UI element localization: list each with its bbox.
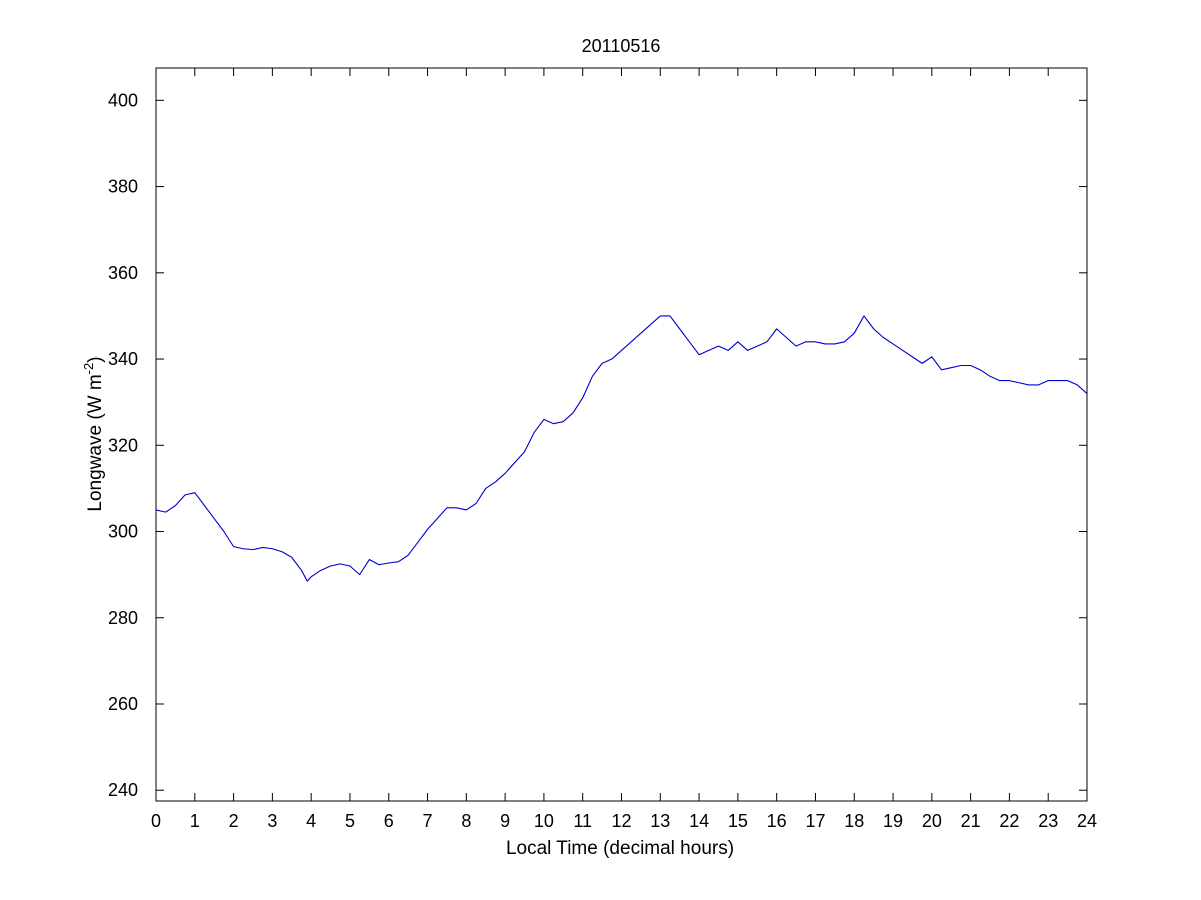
- x-tick-label-3: 3: [267, 811, 277, 831]
- x-tick-label-9: 9: [500, 811, 510, 831]
- x-axis-ticks: 0 1 2 3 4 5 6 7 8 9 10 11 12 13 14 15 16 17 18 19 20 21 22 23 24: [151, 68, 1097, 831]
- y-axis-label-text: Longwave (W m: [85, 374, 106, 511]
- x-tick-label-24: 24: [1077, 811, 1097, 831]
- x-tick-label-11: 11: [573, 811, 592, 831]
- y-tick-label-4: 320: [108, 435, 138, 455]
- longwave-series-line: [155, 315, 1088, 582]
- x-tick-label-17: 17: [805, 811, 825, 831]
- x-tick-label-15: 15: [728, 811, 748, 831]
- x-tick-label-18: 18: [844, 811, 864, 831]
- x-tick-label-13: 13: [650, 811, 670, 831]
- y-tick-label-7: 380: [108, 177, 138, 197]
- x-axis-label: Local Time (decimal hours): [506, 838, 734, 859]
- x-tick-label-12: 12: [611, 811, 631, 831]
- x-tick-label-8: 8: [461, 811, 471, 831]
- x-tick-label-20: 20: [922, 811, 942, 831]
- y-axis-label-exponent: -2: [81, 363, 96, 375]
- x-tick-label-1: 1: [190, 811, 200, 831]
- x-tick-label-23: 23: [1038, 811, 1058, 831]
- x-tick-label-7: 7: [423, 811, 433, 831]
- x-tick-label-6: 6: [384, 811, 394, 831]
- x-tick-label-0: 0: [151, 811, 161, 831]
- y-tick-label-5: 340: [108, 349, 138, 369]
- x-tick-label-19: 19: [883, 811, 903, 831]
- x-tick-label-21: 21: [961, 811, 981, 831]
- x-tick-label-4: 4: [306, 811, 316, 831]
- x-tick-label-10: 10: [534, 811, 554, 831]
- chart-title: 20110516: [582, 36, 661, 56]
- y-axis-label-close: ): [85, 356, 106, 362]
- y-tick-label-1: 260: [108, 694, 138, 714]
- y-axis-ticks: 240 260 280 300 320 340 360 380 400: [108, 90, 1087, 800]
- x-tick-label-22: 22: [999, 811, 1019, 831]
- x-tick-label-14: 14: [689, 811, 709, 831]
- y-tick-label-6: 360: [108, 263, 138, 283]
- x-tick-label-5: 5: [345, 811, 355, 831]
- y-tick-label-8: 400: [108, 90, 138, 110]
- y-tick-label-2: 280: [108, 608, 138, 628]
- y-tick-label-0: 240: [108, 780, 138, 800]
- x-tick-label-16: 16: [767, 811, 787, 831]
- plot-area: [155, 67, 1088, 802]
- y-tick-label-3: 300: [108, 522, 138, 542]
- x-tick-label-2: 2: [229, 811, 239, 831]
- y-axis-label: Longwave (W m-2): [81, 356, 106, 511]
